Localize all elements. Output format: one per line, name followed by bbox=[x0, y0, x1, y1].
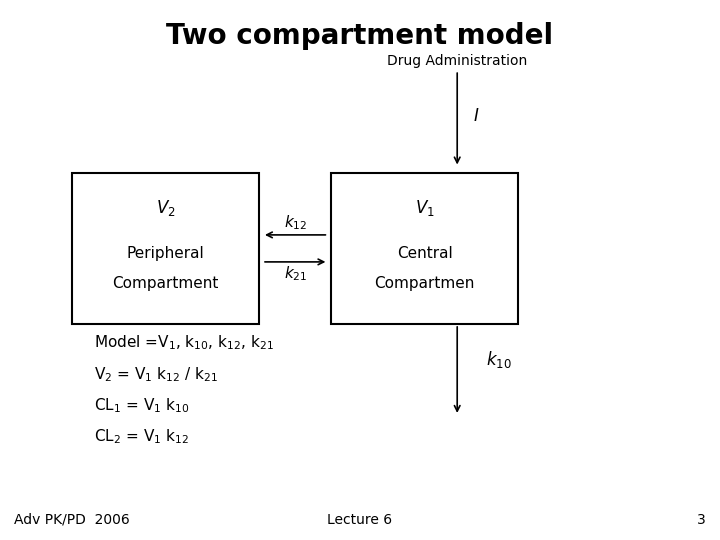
Text: $k_{10}$: $k_{10}$ bbox=[486, 349, 512, 369]
Text: V$_2$ = V$_1$ k$_{12}$ / k$_{21}$: V$_2$ = V$_1$ k$_{12}$ / k$_{21}$ bbox=[94, 365, 218, 383]
Text: 3: 3 bbox=[697, 512, 706, 526]
Text: CL$_1$ = V$_1$ k$_{10}$: CL$_1$ = V$_1$ k$_{10}$ bbox=[94, 396, 189, 415]
Text: Lecture 6: Lecture 6 bbox=[328, 512, 392, 526]
FancyBboxPatch shape bbox=[72, 173, 259, 324]
Text: Compartment: Compartment bbox=[112, 276, 219, 291]
Text: Two compartment model: Two compartment model bbox=[166, 22, 554, 50]
Text: Compartmen: Compartmen bbox=[374, 276, 475, 291]
Text: Central: Central bbox=[397, 246, 453, 261]
Text: $I$: $I$ bbox=[473, 107, 480, 125]
Text: $k_{21}$: $k_{21}$ bbox=[284, 265, 307, 283]
Text: Drug Administration: Drug Administration bbox=[387, 53, 527, 68]
Text: $V_1$: $V_1$ bbox=[415, 198, 435, 218]
Text: $V_2$: $V_2$ bbox=[156, 198, 176, 218]
FancyBboxPatch shape bbox=[331, 173, 518, 324]
Text: Peripheral: Peripheral bbox=[127, 246, 204, 261]
Text: $k_{12}$: $k_{12}$ bbox=[284, 214, 307, 232]
Text: CL$_2$ = V$_1$ k$_{12}$: CL$_2$ = V$_1$ k$_{12}$ bbox=[94, 428, 189, 446]
Text: Model =V$_1$, k$_{10}$, k$_{12}$, k$_{21}$: Model =V$_1$, k$_{10}$, k$_{12}$, k$_{21… bbox=[94, 334, 274, 352]
Text: Adv PK/PD  2006: Adv PK/PD 2006 bbox=[14, 512, 130, 526]
